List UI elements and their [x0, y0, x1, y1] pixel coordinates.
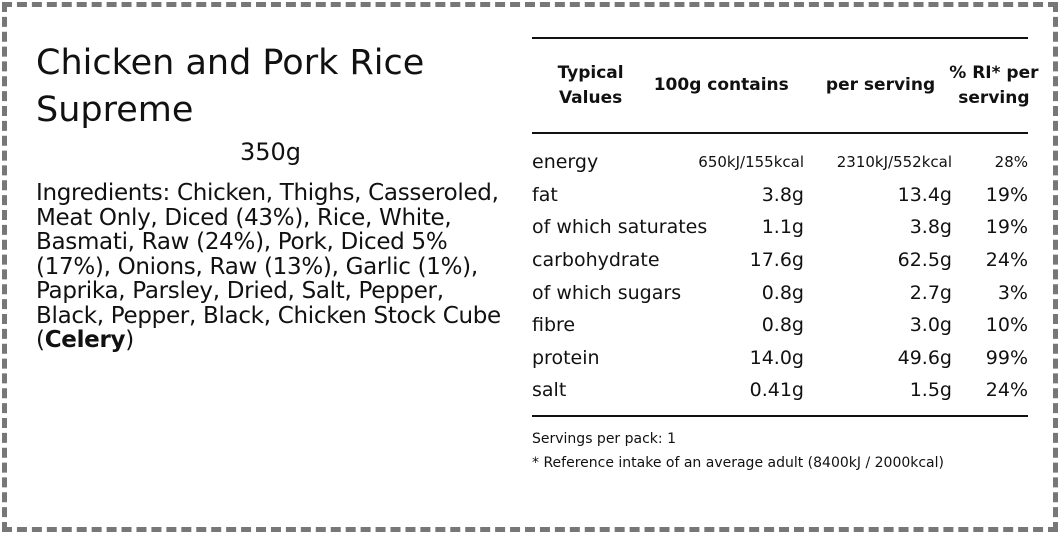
table-row: protein 14.0g 49.6g 99% — [532, 342, 1028, 375]
value-serving: 2310kJ/552kcal — [836, 153, 952, 172]
nutrient-name: of which sugars — [532, 281, 682, 304]
value-serving: 3.8g — [909, 216, 952, 239]
product-title: Chicken and Pork Rice Supreme — [36, 43, 425, 130]
divider — [532, 132, 1028, 134]
product-weight: 350g — [240, 138, 302, 166]
value-serving: 13.4g — [897, 183, 952, 206]
header-100g: 100g contains — [653, 75, 789, 95]
label-border — [2, 2, 1058, 532]
nutrient-name: carbohydrate — [532, 249, 660, 272]
table-row: salt 0.41g 1.5g 24% — [532, 374, 1028, 407]
table-row: energy 650kJ/155kcal 2310kJ/552kcal 28% — [532, 146, 1028, 179]
value-100g: 17.6g — [749, 249, 804, 272]
value-ri: 19% — [985, 183, 1028, 206]
value-ri: 19% — [985, 216, 1028, 239]
table-row: of which saturates 1.1g 3.8g 19% — [532, 211, 1028, 244]
nutrient-name: fat — [532, 183, 558, 206]
table-row: of which sugars 0.8g 2.7g 3% — [532, 276, 1028, 309]
header-ri: % RI* per serving — [949, 62, 1039, 108]
nutrient-name: energy — [532, 151, 599, 174]
table-body: energy 650kJ/155kcal 2310kJ/552kcal 28% fat 3… — [532, 134, 1028, 415]
ingredients-end: ) — [125, 327, 134, 353]
value-serving: 3.0g — [909, 314, 952, 337]
value-100g: 1.1g — [761, 216, 804, 239]
value-ri: 28% — [994, 153, 1028, 172]
allergen: Celery — [44, 327, 126, 353]
value-ri: 24% — [985, 379, 1028, 402]
nutrient-name: of which saturates — [532, 216, 708, 239]
value-serving: 1.5g — [909, 379, 952, 402]
value-100g: 0.8g — [761, 314, 804, 337]
value-serving: 2.7g — [909, 281, 952, 304]
nutrition-table: Typical Values 100g contains per serving… — [532, 37, 1039, 475]
servings: Servings per pack: 1 — [532, 430, 676, 447]
value-serving: 62.5g — [897, 249, 952, 272]
value-ri: 24% — [985, 249, 1028, 272]
footnote: * Reference intake of an average adult (… — [532, 454, 944, 471]
divider — [532, 414, 1028, 417]
value-serving: 49.6g — [897, 346, 952, 369]
value-100g: 0.41g — [749, 379, 804, 402]
value-ri: 99% — [985, 346, 1028, 369]
table-header: Typical Values 100g contains per serving… — [532, 39, 1039, 132]
ingredients-text: Ingredients: Chicken, Thighs, Casseroled… — [36, 180, 501, 353]
table-footer: Servings per pack: 1 * Reference intake … — [532, 427, 1028, 475]
header-per-serving: per serving — [825, 75, 936, 95]
table-row: fat 3.8g 13.4g 19% — [532, 179, 1028, 212]
value-ri: 3% — [997, 281, 1028, 304]
value-100g: 0.8g — [761, 281, 804, 304]
table-row: carbohydrate 17.6g 62.5g 24% — [532, 244, 1028, 277]
ingredients: Ingredients: Chicken, Thighs, Casseroled… — [36, 181, 516, 353]
nutrient-name: salt — [532, 379, 567, 402]
table-row: fibre 0.8g 3.0g 10% — [532, 309, 1028, 342]
divider — [532, 37, 1028, 39]
value-ri: 10% — [985, 314, 1028, 337]
nutrient-name: fibre — [532, 314, 576, 337]
header-typical: Typical Values — [557, 62, 624, 108]
value-100g: 650kJ/155kcal — [698, 153, 804, 172]
value-100g: 14.0g — [749, 346, 804, 369]
nutrient-name: protein — [532, 346, 600, 369]
value-100g: 3.8g — [761, 183, 804, 206]
